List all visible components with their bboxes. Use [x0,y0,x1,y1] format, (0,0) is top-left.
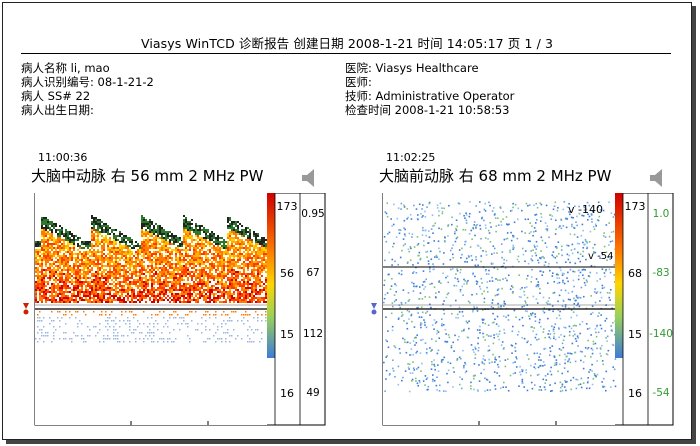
left-value-peak: 112 [302,328,324,340]
right-value-edv: -54 [652,387,670,399]
right-color-scale [615,193,623,358]
left-panel-time: 11:00:36 [38,151,88,164]
patient-name: 病人名称 li, mao [21,61,110,75]
left-gate-marker-icon [23,303,29,309]
technician-name: 技师: Administrative Operator [345,89,515,103]
left-doppler-chart [23,193,326,426]
right-scale-mid: 68 [628,267,642,280]
right-panel-title: 大脑前动脉 右 68 mm 2 MHz PW [379,167,612,185]
exam-time: 检查时间 2008-1-21 10:58:53 [345,103,510,117]
header-divider [21,53,671,54]
left-spectrum-trace [35,215,267,343]
left-value-pi: 0.95 [301,208,325,220]
patient-ss: 病人 SS# 22 [21,89,91,103]
speaker-icon[interactable] [299,167,321,189]
right-value-peak: -140 [649,328,673,340]
left-scale-mid: 56 [280,267,294,280]
patient-id: 病人识别编号: 08-1-21-2 [21,75,154,89]
right-value-pi: 1.0 [652,208,670,220]
right-scale-low: 15 [628,328,642,341]
left-scale-bottom: 16 [280,387,294,400]
right-value-mean: -83 [652,267,670,279]
left-panel-title: 大脑中动脉 右 56 mm 2 MHz PW [31,167,264,185]
right-panel-time: 11:02:25 [386,151,436,164]
left-value-mean: 67 [306,267,320,279]
left-scale-low: 15 [280,328,294,341]
right-scale-top: 173 [624,200,646,213]
doctor-name: 医师: [345,75,372,89]
report-header: Viasys WinTCD 诊断报告 创建日期 2008-1-21 时间 14:… [140,36,554,51]
right-scale-bottom: 16 [628,387,642,400]
hospital-name: 医院: Viasys Healthcare [345,61,479,75]
right-marker-mid: v -54 [588,251,614,262]
left-color-scale [267,193,275,358]
patient-dob: 病人出生日期: [21,103,94,117]
right-gate-marker-icon [371,303,377,309]
report-page: Viasys WinTCD 诊断报告 创建日期 2008-1-21 时间 14:… [2,2,692,440]
speaker-icon[interactable] [647,167,669,189]
right-marker-top: v -140 [568,203,603,216]
left-value-edv: 49 [306,387,320,399]
right-doppler-chart [371,193,674,426]
left-scale-top: 173 [276,200,298,213]
